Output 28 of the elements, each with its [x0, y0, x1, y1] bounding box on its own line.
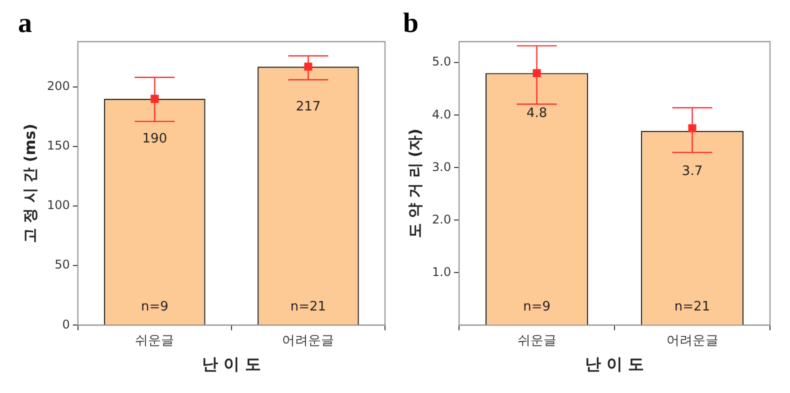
y-tick-label: 200	[47, 79, 70, 94]
x-tick-label: 어려운글	[666, 333, 718, 348]
y-tick-label: 4.0	[432, 107, 452, 122]
y-tick-label: 150	[47, 138, 70, 153]
annotation: n=21	[290, 300, 326, 315]
y-tick-label: 1.0	[432, 264, 452, 279]
x-tick-label: 쉬운글	[517, 333, 556, 348]
annotation: n=21	[674, 300, 710, 315]
y-tick-label: 0	[62, 317, 70, 332]
annotation: n=9	[523, 300, 551, 315]
y-axis-title: 고 정 시 간 (ms)	[20, 124, 39, 243]
y-axis-title: 도 약 거 리 (자)	[406, 128, 424, 238]
y-tick-label: 3.0	[432, 160, 452, 174]
x-tick-label: 쉬운글	[135, 333, 174, 348]
data-label: 190	[142, 132, 168, 147]
x-axis-title: 난 이 도	[584, 354, 644, 374]
y-tick-label: 5.0	[432, 54, 452, 69]
y-tick-label: 100	[47, 198, 70, 212]
x-axis-title: 난 이 도	[202, 354, 262, 374]
data-label: 4.8	[526, 106, 548, 121]
x-tick-label: 어려운글	[282, 333, 334, 348]
data-label: 217	[296, 100, 321, 114]
annotation: n=9	[140, 300, 168, 315]
chart-title: a	[18, 8, 32, 40]
chart-title: b	[403, 8, 419, 40]
data-label: 3.7	[682, 164, 703, 179]
y-tick-label: 2.0	[432, 212, 452, 226]
y-tick-label: 50	[54, 258, 70, 272]
